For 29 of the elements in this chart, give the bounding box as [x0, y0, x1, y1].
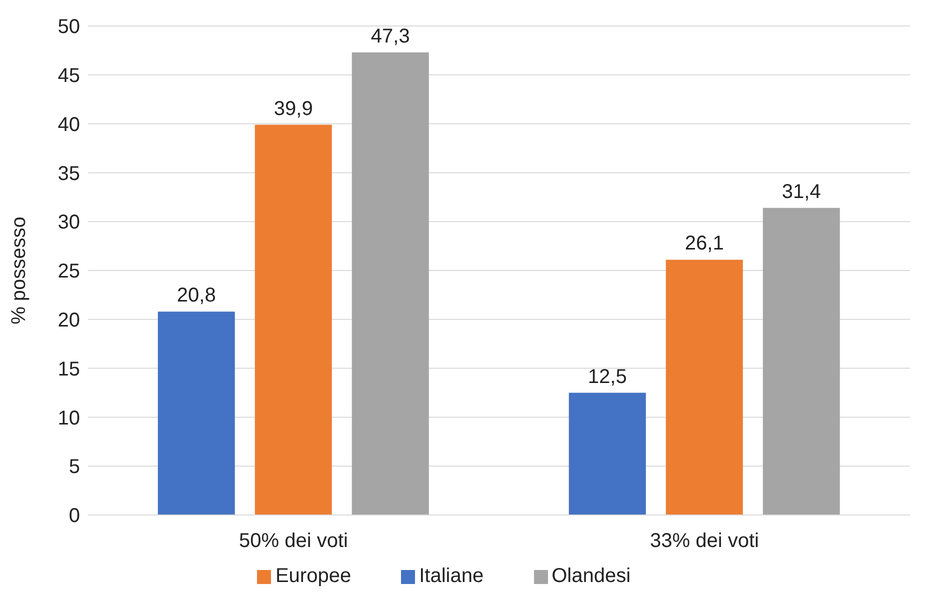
data-label: 31,4	[782, 180, 821, 203]
legend-label: Olandesi	[552, 565, 631, 587]
y-tick-label: 10	[58, 407, 80, 430]
data-label: 20,8	[176, 284, 216, 307]
y-tick-label: 45	[58, 65, 80, 87]
bar	[352, 52, 429, 515]
y-tick-label: 25	[58, 260, 80, 283]
data-label: 47,3	[370, 25, 410, 48]
legend-label: Europee	[275, 565, 352, 587]
data-label: 12,5	[588, 366, 627, 388]
bar	[158, 312, 235, 515]
y-tick-label: 15	[58, 358, 80, 380]
y-tick-label: 5	[68, 456, 80, 478]
y-tick-label: 35	[58, 162, 80, 185]
data-label: 26,1	[684, 232, 724, 255]
y-tick-label: 0	[68, 505, 80, 528]
x-tick-label: 33% dei voti	[650, 530, 759, 552]
y-tick-label: 30	[58, 212, 80, 234]
y-tick-label: 50	[58, 16, 80, 38]
bar	[568, 392, 646, 515]
y-tick-label: 20	[58, 310, 80, 332]
bar	[666, 260, 743, 515]
data-label: 39,9	[274, 98, 313, 120]
legend-label: Italiane	[419, 565, 484, 587]
bar	[762, 208, 840, 515]
y-axis-title: % possesso	[8, 216, 30, 324]
bar	[254, 124, 332, 515]
x-tick-label: 50% dei voti	[239, 530, 348, 552]
y-tick-label: 40	[58, 114, 80, 136]
